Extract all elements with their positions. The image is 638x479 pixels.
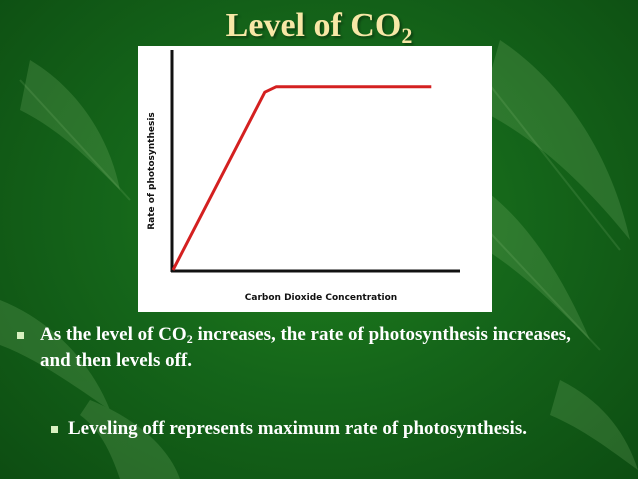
x-axis-label: Carbon Dioxide Concentration	[245, 293, 397, 303]
bullet-1-text-start: As the level of CO	[40, 324, 187, 345]
slide-title: Level of CO2	[0, 6, 638, 48]
rate-curve-line	[171, 85, 432, 271]
y-axis-label: Rate of photosynthesis	[147, 112, 157, 230]
bullet-item-2: Leveling off represents maximum rate of …	[68, 418, 527, 439]
photosynthesis-chart: Carbon Dioxide Concentration Rate of pho…	[147, 50, 460, 303]
sub-bullet-square-icon	[51, 426, 58, 433]
slide-title-text: Level of CO	[225, 7, 402, 44]
bullet-1-subscript: 2	[186, 332, 193, 346]
bullet-1-text-end: increases, the rate of photosynthesis in…	[40, 324, 571, 371]
slide-title-subscript: 2	[401, 23, 413, 48]
bullet-square-icon	[17, 332, 24, 339]
chart-panel: Carbon Dioxide Concentration Rate of pho…	[138, 46, 492, 312]
bullet-item-1: As the level of CO2 increases, the rate …	[40, 322, 600, 374]
